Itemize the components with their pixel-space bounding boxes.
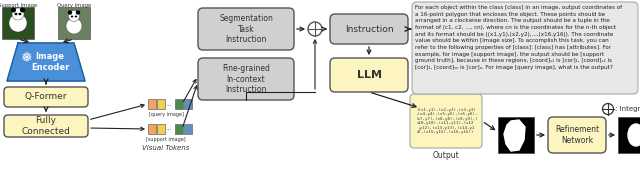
Circle shape bbox=[602, 103, 614, 115]
Bar bbox=[2, 7, 34, 39]
Bar bbox=[157, 124, 165, 134]
Text: Query Image: Query Image bbox=[57, 3, 91, 8]
Text: Instruction: Instruction bbox=[345, 24, 394, 33]
Circle shape bbox=[20, 8, 25, 12]
Bar bbox=[498, 117, 534, 153]
Circle shape bbox=[68, 10, 72, 15]
Text: ...: ... bbox=[166, 102, 172, 106]
Circle shape bbox=[9, 14, 27, 32]
Text: LLM: LLM bbox=[356, 70, 381, 80]
Text: ((x1,y1),(x2,y2),(x3,y3)
,(x4,y4),(x5,y5),(x6,y6),
(x7,y7),(x8,y8),(x9,y9),(
x10: ((x1,y1),(x2,y2),(x3,y3) ,(x4,y4),(x5,y5… bbox=[415, 108, 477, 134]
Polygon shape bbox=[7, 43, 85, 81]
Circle shape bbox=[308, 22, 322, 36]
FancyBboxPatch shape bbox=[4, 115, 88, 137]
Ellipse shape bbox=[628, 124, 640, 146]
Text: Output: Output bbox=[433, 151, 460, 160]
Bar bbox=[618, 117, 640, 153]
Circle shape bbox=[66, 18, 82, 34]
FancyBboxPatch shape bbox=[410, 94, 482, 148]
Circle shape bbox=[11, 8, 16, 12]
Text: Refinement
Network: Refinement Network bbox=[555, 125, 599, 145]
Bar bbox=[175, 124, 183, 134]
Bar bbox=[184, 99, 192, 109]
FancyBboxPatch shape bbox=[198, 8, 294, 50]
Circle shape bbox=[12, 8, 24, 20]
Text: Support Image: Support Image bbox=[0, 3, 38, 8]
Circle shape bbox=[76, 10, 80, 15]
Text: Fine-grained
In-context
Instruction: Fine-grained In-context Instruction bbox=[222, 64, 270, 94]
Text: Q-Former: Q-Former bbox=[25, 93, 67, 102]
Ellipse shape bbox=[71, 15, 73, 17]
Text: For each object within the class [class] in an image, output coordinates of
a 16: For each object within the class [class]… bbox=[415, 5, 622, 70]
Ellipse shape bbox=[15, 13, 17, 15]
Text: Visual Tokens: Visual Tokens bbox=[142, 145, 189, 151]
Text: ❅: ❅ bbox=[21, 51, 33, 65]
Text: Fully
Connected: Fully Connected bbox=[22, 116, 70, 136]
Circle shape bbox=[68, 11, 79, 21]
FancyBboxPatch shape bbox=[4, 87, 88, 107]
Ellipse shape bbox=[75, 15, 77, 17]
Text: Image
Encoder: Image Encoder bbox=[31, 52, 69, 72]
Text: ...: ... bbox=[166, 127, 172, 131]
Bar bbox=[148, 99, 156, 109]
FancyBboxPatch shape bbox=[412, 2, 638, 94]
Text: [support image]: [support image] bbox=[146, 137, 186, 142]
Bar bbox=[148, 124, 156, 134]
Bar bbox=[175, 99, 183, 109]
FancyBboxPatch shape bbox=[330, 14, 408, 44]
Text: [query image]: [query image] bbox=[148, 112, 184, 117]
FancyBboxPatch shape bbox=[330, 58, 408, 92]
Text: Segmentation
Task
Instruction: Segmentation Task Instruction bbox=[219, 14, 273, 44]
Bar bbox=[184, 124, 192, 134]
Ellipse shape bbox=[19, 13, 22, 15]
Bar bbox=[157, 99, 165, 109]
Text: : Integration: : Integration bbox=[615, 106, 640, 112]
Polygon shape bbox=[504, 120, 525, 151]
FancyBboxPatch shape bbox=[198, 58, 294, 100]
Bar bbox=[58, 7, 90, 39]
FancyBboxPatch shape bbox=[548, 117, 606, 153]
